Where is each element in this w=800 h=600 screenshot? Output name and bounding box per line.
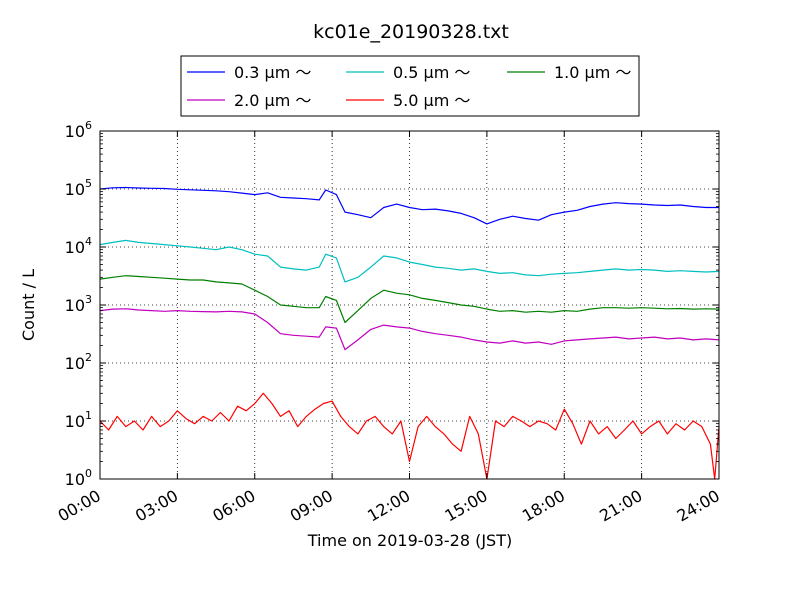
- x-tick-label: 09:00: [287, 486, 336, 526]
- x-tick-label: 06:00: [209, 486, 258, 526]
- y-tick-label: 103: [65, 293, 92, 315]
- series-line: [99, 186, 719, 225]
- x-tick-label: 18:00: [519, 486, 568, 526]
- x-tick-label: 03:00: [132, 486, 181, 526]
- gridlines: [100, 131, 719, 479]
- legend: 0.3 μm ～ 0.5 μm ～ 1.0 μm ～ 2.0 μm ～ 5.0 μm ～: [180, 55, 640, 117]
- y-tick-label: 105: [65, 177, 92, 199]
- x-axis-label: Time on 2019-03-28 (JST): [307, 531, 512, 550]
- x-tick-label: 15:00: [441, 486, 490, 526]
- x-tick-label: 00:00: [55, 486, 104, 526]
- series-line: [99, 308, 720, 351]
- series-line: [99, 392, 720, 480]
- y-tick-label: 100: [65, 467, 92, 489]
- y-tick-label: 102: [65, 351, 92, 373]
- legend-label: 1.0 μm ～: [554, 63, 631, 82]
- legend-box: [180, 55, 640, 117]
- legend-label: 0.3 μm ～: [234, 63, 311, 82]
- chart-title: kc01e_20190328.txt: [313, 21, 509, 43]
- y-axis-label: Count / L: [19, 269, 38, 341]
- y-tick-label: 106: [65, 119, 92, 141]
- legend-label: 5.0 μm ～: [393, 91, 470, 110]
- series-line: [99, 239, 720, 283]
- x-axis: 00:00 03:00 06:00 09:00 12:00 15:00 18:00 21:00…: [55, 131, 723, 526]
- legend-label: 0.5 μm ～: [393, 63, 470, 82]
- y-axis: 100 101 102 103 104 105 106: [65, 119, 719, 489]
- x-tick-label: 21:00: [596, 486, 645, 526]
- x-tick-label: 12:00: [364, 486, 413, 526]
- legend-label: 2.0 μm ～: [234, 91, 311, 110]
- x-tick-label: 24:00: [674, 486, 723, 526]
- y-tick-label: 101: [65, 409, 92, 431]
- y-tick-label: 104: [65, 235, 92, 257]
- series-layer: [99, 186, 720, 480]
- series-line: [99, 275, 720, 324]
